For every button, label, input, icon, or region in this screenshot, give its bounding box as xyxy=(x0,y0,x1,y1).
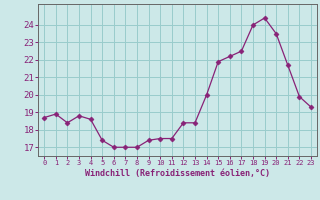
X-axis label: Windchill (Refroidissement éolien,°C): Windchill (Refroidissement éolien,°C) xyxy=(85,169,270,178)
